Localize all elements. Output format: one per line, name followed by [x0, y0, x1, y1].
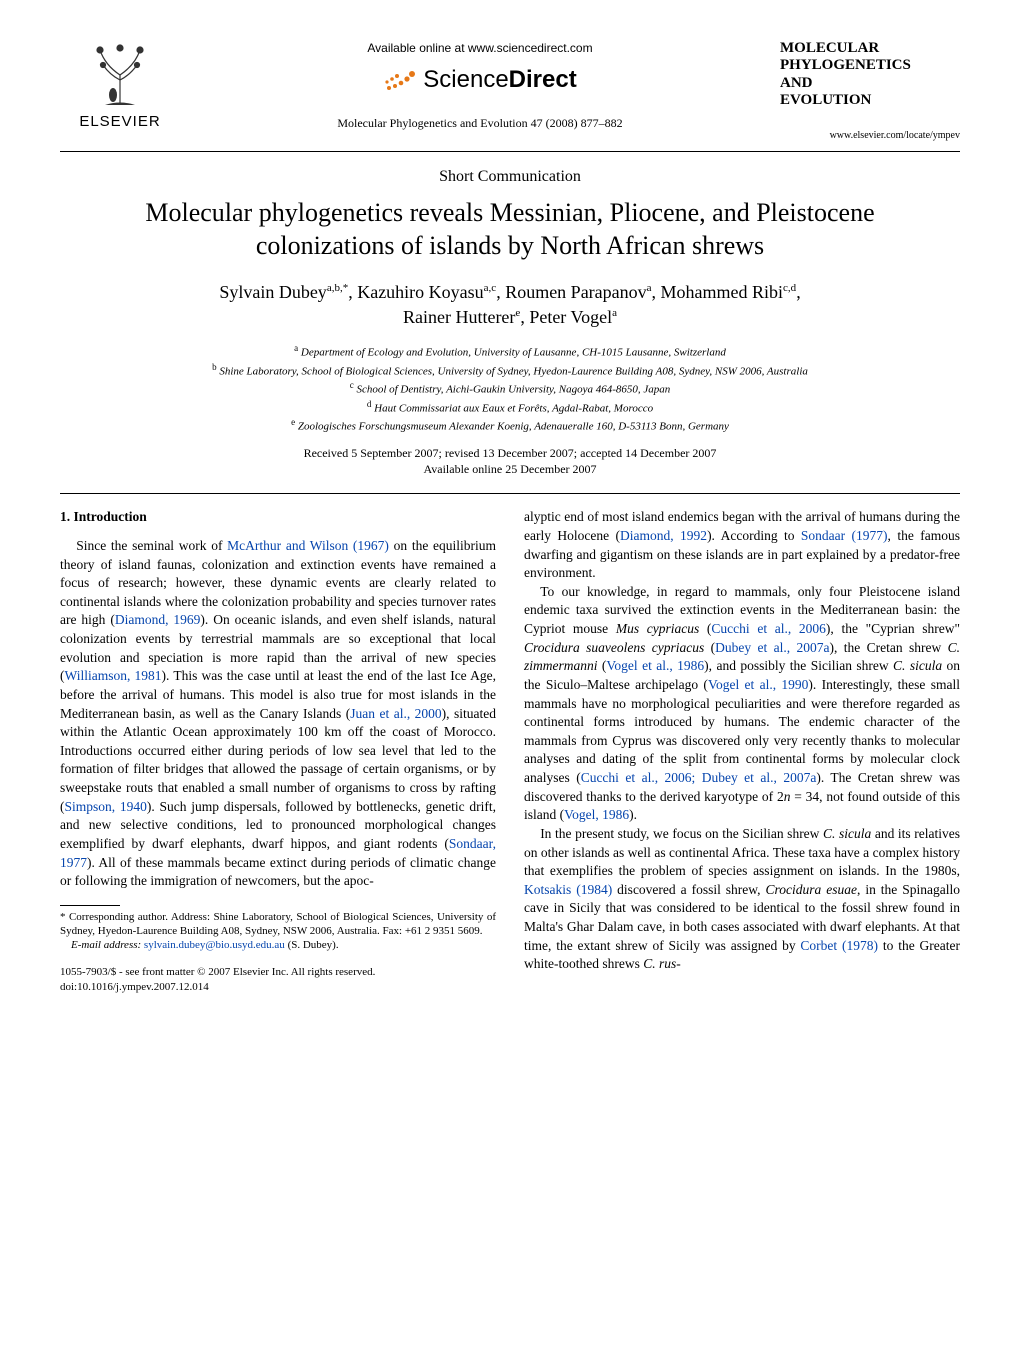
author-3: , Roumen Parapanov — [496, 282, 646, 302]
section-title: 1. Introduction — [60, 508, 496, 527]
text: ), situated within the Atlantic Ocean ap… — [60, 706, 496, 814]
affil-c: School of Dentistry, Aichi-Gaukin Univer… — [356, 384, 670, 396]
corresponding-author-footnote: * Corresponding author. Address: Shine L… — [60, 910, 496, 953]
email-label: E-mail address: — [71, 939, 144, 951]
journal-name-l3: AND — [780, 75, 813, 91]
affil-e-label: e — [291, 417, 295, 427]
author-2-affil: a,c — [484, 282, 497, 294]
affil-e: Zoologisches Forschungsmuseum Alexander … — [298, 421, 729, 433]
affil-b-label: b — [212, 362, 217, 372]
elsevier-label: ELSEVIER — [79, 112, 160, 132]
cite-williamson[interactable]: Williamson, 1981 — [65, 668, 162, 683]
author-6: , Peter Vogel — [520, 307, 612, 327]
author-5: Rainer Hutterer — [403, 307, 515, 327]
text: discovered a fossil shrew, — [612, 882, 765, 897]
footnote-separator — [60, 905, 120, 906]
rule-thin — [60, 151, 960, 152]
elsevier-tree-icon — [85, 40, 155, 110]
text: In the present study, we focus on the Si… — [540, 826, 823, 841]
journal-name-l2: PHYLOGENETICS — [780, 57, 911, 73]
author-6-affil: a — [612, 307, 617, 319]
cite-corbet[interactable]: Corbet (1978) — [800, 938, 878, 953]
cite-kotsakis[interactable]: Kotsakis (1984) — [524, 882, 612, 897]
article-title: Molecular phylogenetics reveals Messinia… — [100, 197, 920, 262]
available-online-text: Available online at www.sciencedirect.co… — [200, 40, 760, 56]
rule-above-body — [60, 493, 960, 494]
sciencedirect-text: ScienceDirect — [423, 64, 576, 96]
header-row: ELSEVIER Available online at www.science… — [60, 40, 960, 143]
email-link[interactable]: sylvain.dubey@bio.usyd.edu.au — [144, 939, 285, 951]
author-comma: , — [796, 282, 801, 302]
elsevier-logo-block: ELSEVIER — [60, 40, 180, 132]
journal-name-l4: EVOLUTION — [780, 92, 871, 108]
text: ), and possibly the Sicilian shrew — [704, 658, 893, 673]
text: ). Interestingly, these small mammals ha… — [524, 677, 960, 785]
author-4: , Mohammed Ribi — [652, 282, 784, 302]
sciencedirect-dots-icon — [383, 66, 417, 94]
cite-juan[interactable]: Juan et al., 2000 — [350, 706, 441, 721]
cite-cucchi-dubey[interactable]: Cucchi et al., 2006; Dubey et al., 2007a — [581, 770, 817, 785]
journal-name-l1: MOLECULAR — [780, 40, 879, 56]
journal-name: MOLECULAR PHYLOGENETICS AND EVOLUTION — [780, 40, 960, 109]
author-4-affil: c,d — [783, 282, 796, 294]
affil-a-label: a — [294, 343, 298, 353]
sciencedirect-logo: ScienceDirect — [383, 64, 576, 96]
email-after: (S. Dubey). — [285, 939, 339, 951]
text: ). — [629, 807, 637, 822]
cite-vogel90[interactable]: Vogel et al., 1990 — [708, 677, 808, 692]
right-p2: To our knowledge, in regard to mammals, … — [524, 583, 960, 825]
author-1: Sylvain Dubey — [219, 282, 327, 302]
author-2: , Kazuhiro Koyasu — [348, 282, 483, 302]
author-1-affil: a,b,* — [327, 282, 348, 294]
species: C. sicula — [823, 826, 871, 841]
journal-citation: Molecular Phylogenetics and Evolution 47… — [200, 115, 760, 131]
species: Crocidura esuae — [766, 882, 857, 897]
text: ), the Cretan shrew — [830, 640, 948, 655]
cite-vogel86b[interactable]: Vogel, 1986 — [564, 807, 629, 822]
species: Crocidura suaveolens cypriacus — [524, 640, 704, 655]
text: ). According to — [707, 528, 801, 543]
species: C. rus- — [643, 956, 681, 971]
cite-diamond92[interactable]: Diamond, 1992 — [620, 528, 707, 543]
cite-dubey[interactable]: Dubey et al., 2007a — [715, 640, 829, 655]
journal-url: www.elsevier.com/locate/ympev — [780, 129, 960, 143]
body-columns: 1. Introduction Since the seminal work o… — [60, 508, 960, 995]
left-column: 1. Introduction Since the seminal work o… — [60, 508, 496, 995]
affil-d-label: d — [367, 399, 372, 409]
affiliations: a Department of Ecology and Evolution, U… — [60, 342, 960, 435]
species: Mus cypriacus — [616, 621, 699, 636]
copyright-block: 1055-7903/$ - see front matter © 2007 El… — [60, 965, 496, 995]
text: ), the "Cyprian shrew" — [826, 621, 960, 636]
text: ( — [699, 621, 711, 636]
dates-line2: Available online 25 December 2007 — [423, 462, 596, 476]
short-communication-label: Short Communication — [60, 166, 960, 188]
right-column: alyptic end of most island endemics bega… — [524, 508, 960, 995]
text: ( — [704, 640, 715, 655]
text: Since the seminal work of — [76, 538, 227, 553]
copyright-line: 1055-7903/$ - see front matter © 2007 El… — [60, 966, 375, 978]
header-center: Available online at www.sciencedirect.co… — [180, 40, 780, 131]
affil-c-label: c — [350, 380, 354, 390]
species: C. sicula — [893, 658, 942, 673]
cite-vogel86[interactable]: Vogel et al., 1986 — [606, 658, 704, 673]
affil-a: Department of Ecology and Evolution, Uni… — [301, 347, 726, 359]
text: ). All of these mammals became extinct d… — [60, 855, 496, 889]
cite-simpson[interactable]: Simpson, 1940 — [65, 799, 147, 814]
affil-b: Shine Laboratory, School of Biological S… — [219, 366, 808, 378]
left-p1: Since the seminal work of McArthur and W… — [60, 537, 496, 891]
right-p3: In the present study, we focus on the Si… — [524, 825, 960, 974]
article-dates: Received 5 September 2007; revised 13 De… — [60, 445, 960, 477]
affil-d: Haut Commissariat aux Eaux et Forêts, Ag… — [374, 403, 653, 415]
right-p1: alyptic end of most island endemics bega… — [524, 508, 960, 583]
cite-diamond69[interactable]: Diamond, 1969 — [115, 612, 201, 627]
footnote-text: Corresponding author. Address: Shine Lab… — [60, 911, 496, 937]
doi: doi:10.1016/j.ympev.2007.12.014 — [60, 981, 209, 993]
dates-line1: Received 5 September 2007; revised 13 De… — [304, 446, 717, 460]
cite-sondaar77[interactable]: Sondaar (1977) — [801, 528, 888, 543]
cite-cucchi[interactable]: Cucchi et al., 2006 — [711, 621, 825, 636]
authors: Sylvain Dubeya,b,*, Kazuhiro Koyasua,c, … — [60, 280, 960, 330]
cite-mcarthur[interactable]: McArthur and Wilson (1967) — [227, 538, 389, 553]
journal-name-block: MOLECULAR PHYLOGENETICS AND EVOLUTION ww… — [780, 40, 960, 143]
